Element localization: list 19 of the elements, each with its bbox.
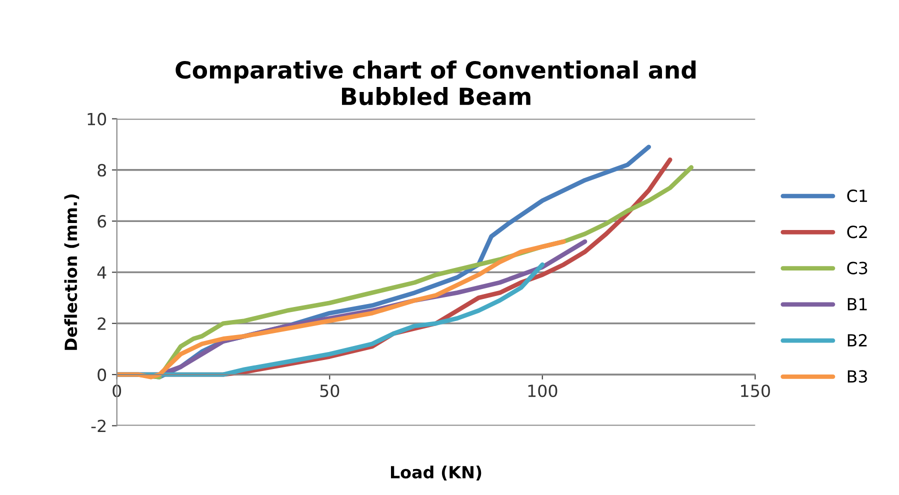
x-tick-label: 100 xyxy=(528,384,558,398)
legend-label: C1 xyxy=(847,190,867,202)
legend-label: C3 xyxy=(847,262,868,274)
y-tick-label: 4 xyxy=(97,266,106,279)
legend-label: C2 xyxy=(847,226,867,238)
legend-label: B3 xyxy=(848,370,867,383)
x-axis-title: Load (KN) xyxy=(390,466,482,480)
y-tick-label: 6 xyxy=(98,215,106,228)
chart-title: Comparative chart of Conventional and Bubbled Beam xyxy=(176,60,696,106)
x-tick-label: 150 xyxy=(741,384,770,398)
y-tick-label: -2 xyxy=(91,420,106,432)
y-tick-label: 10 xyxy=(88,112,106,126)
y-tick-label: 0 xyxy=(98,368,106,382)
y-tick-label: 8 xyxy=(98,164,106,177)
x-tick-label: 50 xyxy=(320,384,340,398)
legend-label: B2 xyxy=(848,334,867,346)
legend-label: B1 xyxy=(848,298,867,310)
y-axis-title: Deflection (mm.) xyxy=(64,194,80,350)
y-tick-label: 2 xyxy=(98,317,106,330)
